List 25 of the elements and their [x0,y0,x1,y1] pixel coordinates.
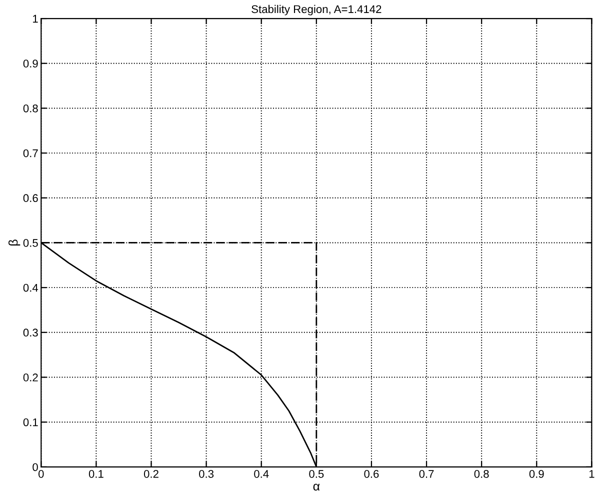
x-tick-label: 1 [589,470,594,478]
x-tick-label: 0 [38,470,44,478]
x-axis-title: α [313,484,320,491]
x-tick-label: 0.1 [88,470,104,478]
y-tick-label: 0.5 [23,239,38,247]
y-tick-label: 1 [33,14,38,23]
y-tick-label: 0.6 [23,194,38,202]
x-tick-label: 0.9 [529,470,544,478]
y-tick-label: 0 [32,463,38,472]
y-tick-label: 0.4 [23,284,38,292]
x-tick-label: 0.6 [364,470,379,478]
y-tick-label: 0.2 [23,374,38,382]
chart-title: Stability Region, A=1.4142 [252,4,382,16]
x-tick-label: 0.4 [254,470,269,478]
x-tick-label: 0.8 [474,470,489,478]
x-tick-label: 0.5 [309,470,324,478]
y-tick-label: 0.3 [23,328,38,337]
x-tick-label: 0.3 [199,470,214,478]
y-tick-label: 0.1 [23,418,38,426]
y-tick-label: 0.9 [23,60,38,68]
y-tick-label: 0.8 [23,104,38,112]
x-tick-label: 0.2 [144,470,158,478]
y-axis-title: β [8,240,20,246]
x-tick-label: 0.7 [419,470,434,478]
y-tick-label: 0.7 [23,149,38,158]
